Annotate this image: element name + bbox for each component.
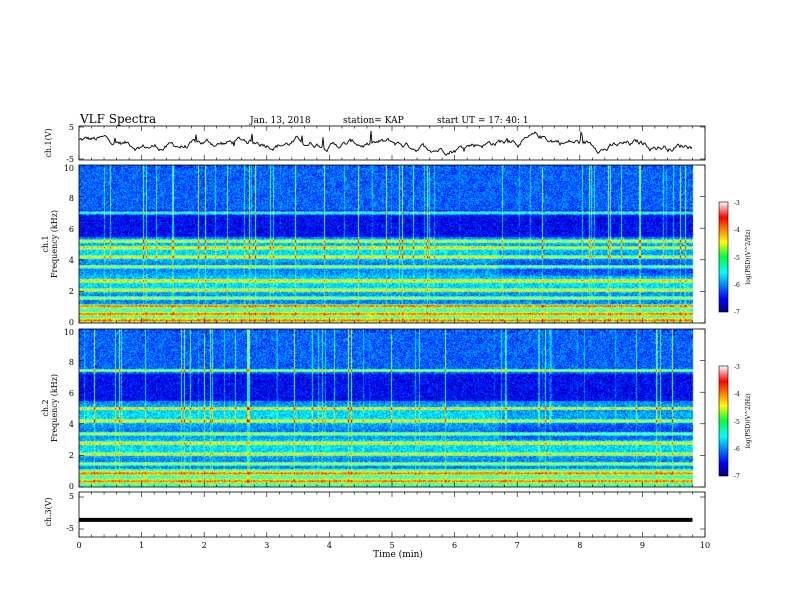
ch2-spectrogram-ylabel: Frequency (kHz) [50, 374, 59, 442]
ch2-ytick-0: 0 [69, 482, 74, 491]
start-time-label: start UT = 17: 40: 1 [437, 116, 529, 126]
ch1-ytick-10: 10 [64, 164, 74, 173]
ch2-spectrogram-ticks [78, 328, 706, 488]
ch2-cbar-tick-m6: -6 [734, 446, 740, 453]
ch1-cbar-tick-m4: -4 [734, 227, 740, 234]
ch2-ytick-4: 4 [69, 420, 74, 429]
station-label: station= KAP [343, 116, 404, 126]
ch2-colorbar: -3 -4 -5 -6 -7 log(PSD)(V^2/Hz) [718, 364, 752, 480]
ch2-ytick-6: 6 [69, 389, 74, 398]
ch1-spectrogram-panel: 10 8 6 4 2 0 ch.1 Frequency (kHz) [41, 164, 706, 327]
ch1-colorbar: -3 -4 -5 -6 -7 log(PSD)(V^2/Hz) [718, 200, 752, 316]
ch2-cbar-tick-m5: -5 [734, 419, 740, 426]
ch1-ytick-6: 6 [69, 225, 74, 234]
ch2-spectrogram-panel: 10 8 6 4 2 0 ch.2 Frequency (kHz) [41, 328, 706, 491]
date-label: Jan. 13, 2018 [249, 116, 311, 126]
ch2-colorbar-label: log(PSD)(V^2/Hz) [745, 393, 752, 448]
ch1-spectrogram-ylabel: Frequency (kHz) [50, 210, 59, 278]
ch1-cbar-tick-m7: -7 [734, 309, 740, 316]
ch2-colorbar-gradient [718, 365, 729, 477]
ch1-ytick-0: 0 [69, 318, 74, 327]
ch3-ytick-bottom: -5 [66, 524, 74, 533]
time-tick-label: 5 [389, 541, 394, 550]
ch3-waveform-ylabel: ch.3(V) [44, 497, 53, 526]
ch1-spectrogram-image [79, 165, 705, 323]
ch1-ytick-top: 5 [69, 123, 74, 132]
time-tick-label: 4 [327, 541, 332, 550]
time-tick-label: 2 [202, 541, 207, 550]
ch1-cbar-tick-m6: -6 [734, 282, 740, 289]
ch2-ytick-2: 2 [69, 451, 74, 460]
ch1-cbar-tick-m5: -5 [734, 255, 740, 262]
ch1-cbar-tick-m3: -3 [734, 200, 740, 207]
time-tick-labels: 0 1 2 3 4 5 6 7 8 9 10 [76, 541, 710, 550]
time-axis-label: Time (min) [373, 549, 423, 560]
time-tick-label: 9 [640, 541, 645, 550]
time-tick-label: 7 [515, 541, 520, 550]
time-tick-label: 1 [139, 541, 144, 550]
ch3-waveform-ticks [78, 492, 706, 537]
ch2-cbar-tick-m4: -4 [734, 391, 740, 398]
ch1-ytick-bottom: -5 [66, 155, 74, 164]
ch1-waveform-ticks [78, 126, 706, 160]
ch1-colorbar-label: log(PSD)(V^2/Hz) [745, 229, 752, 284]
time-tick-label: 0 [76, 541, 81, 550]
ch1-ytick-2: 2 [69, 287, 74, 296]
ch3-ytick-top: 5 [69, 492, 74, 501]
ch2-cbar-tick-m3: -3 [734, 364, 740, 371]
time-tick-label: 8 [577, 541, 582, 550]
ch1-waveform-trace [79, 130, 693, 156]
ch2-spectrogram-image [79, 329, 705, 487]
ch1-spectrogram-channel-label: ch.1 [41, 235, 50, 252]
time-tick-label: 6 [452, 541, 457, 550]
ch2-ytick-10: 10 [64, 328, 74, 337]
ch1-colorbar-gradient [718, 201, 729, 313]
ch3-waveform-frame [78, 491, 706, 538]
ch2-spectrogram-channel-label: ch.2 [41, 399, 50, 416]
time-tick-label: 3 [264, 541, 269, 550]
ch2-ytick-8: 8 [69, 358, 74, 367]
ch1-waveform-frame [78, 125, 706, 161]
figure-title: VLF Spectra [79, 112, 156, 126]
ch3-waveform-panel: 5 -5 ch.3(V) 0 1 2 3 4 5 6 7 8 9 10 Time (min) [44, 491, 710, 560]
ch1-waveform-panel: 5 -5 ch.1(V) [44, 123, 706, 164]
ch1-spectrogram-ticks [78, 164, 706, 324]
ch1-waveform-ylabel: ch.1(V) [44, 128, 53, 157]
ch1-ytick-4: 4 [69, 256, 74, 265]
ch1-ytick-8: 8 [69, 194, 74, 203]
time-tick-label: 10 [700, 541, 710, 550]
ch2-cbar-tick-m7: -7 [734, 473, 740, 480]
